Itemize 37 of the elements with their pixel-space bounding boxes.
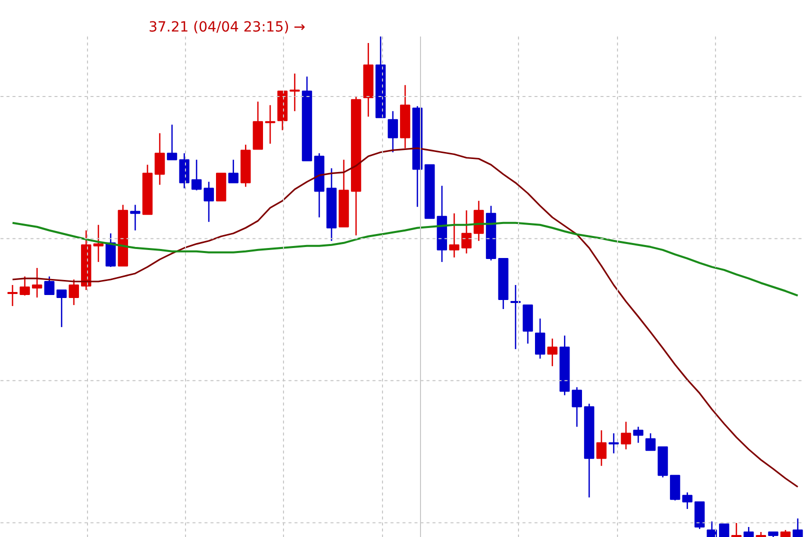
candlestick bbox=[449, 212, 460, 258]
candlestick bbox=[228, 159, 238, 184]
candlestick bbox=[179, 152, 190, 189]
candlestick bbox=[510, 284, 521, 350]
candlestick bbox=[474, 200, 484, 242]
candlestick bbox=[68, 278, 79, 306]
candlestick bbox=[154, 132, 165, 186]
candlestick bbox=[93, 224, 104, 263]
candlestick bbox=[191, 159, 202, 191]
candlestick bbox=[265, 104, 276, 144]
candlestick bbox=[731, 522, 742, 537]
candlestick bbox=[719, 523, 730, 537]
candlestick bbox=[166, 124, 178, 160]
candlestick bbox=[633, 426, 644, 444]
candlestick bbox=[20, 276, 30, 296]
candlestick bbox=[706, 520, 717, 537]
candlestick bbox=[56, 289, 67, 328]
candlestick bbox=[608, 432, 619, 454]
candlestick bbox=[792, 518, 803, 537]
candlestick bbox=[535, 318, 546, 360]
candlestick bbox=[130, 204, 140, 232]
candlestick bbox=[290, 72, 300, 112]
candlestick bbox=[388, 110, 398, 153]
candlestick bbox=[547, 338, 558, 367]
candlestick bbox=[596, 430, 607, 467]
candlestick bbox=[106, 232, 116, 268]
candlestick bbox=[744, 526, 754, 537]
candlestick bbox=[620, 421, 632, 450]
candlestick bbox=[682, 492, 692, 510]
candlestick bbox=[204, 181, 214, 223]
candlestick bbox=[572, 386, 582, 428]
candlestick bbox=[7, 284, 18, 307]
candlestick bbox=[645, 432, 656, 451]
text: 37.21 (04/04 23:15) → bbox=[148, 20, 306, 36]
candlestick bbox=[32, 267, 42, 298]
candlestick bbox=[461, 210, 472, 254]
candlestick bbox=[44, 276, 54, 296]
